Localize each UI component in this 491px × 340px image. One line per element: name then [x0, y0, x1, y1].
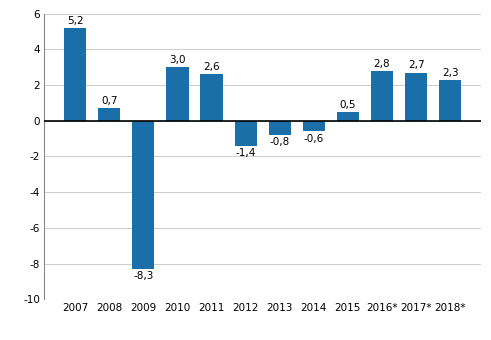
Text: 5,2: 5,2 — [67, 16, 83, 26]
Bar — [98, 108, 120, 121]
Text: -8,3: -8,3 — [133, 271, 154, 281]
Bar — [303, 121, 325, 132]
Bar — [64, 28, 86, 121]
Bar — [166, 67, 189, 121]
Text: 2,3: 2,3 — [442, 68, 459, 78]
Text: -0,6: -0,6 — [304, 134, 324, 143]
Bar — [200, 74, 222, 121]
Text: -0,8: -0,8 — [270, 137, 290, 147]
Text: 0,7: 0,7 — [101, 96, 117, 106]
Text: 2,7: 2,7 — [408, 61, 424, 70]
Bar — [371, 71, 393, 121]
Text: 2,8: 2,8 — [374, 58, 390, 69]
Bar — [337, 112, 359, 121]
Bar — [132, 121, 154, 269]
Text: 0,5: 0,5 — [340, 100, 356, 109]
Bar — [405, 72, 427, 121]
Text: 3,0: 3,0 — [169, 55, 186, 65]
Text: 2,6: 2,6 — [203, 62, 220, 72]
Bar — [269, 121, 291, 135]
Bar — [439, 80, 462, 121]
Bar — [235, 121, 257, 146]
Text: -1,4: -1,4 — [236, 148, 256, 158]
